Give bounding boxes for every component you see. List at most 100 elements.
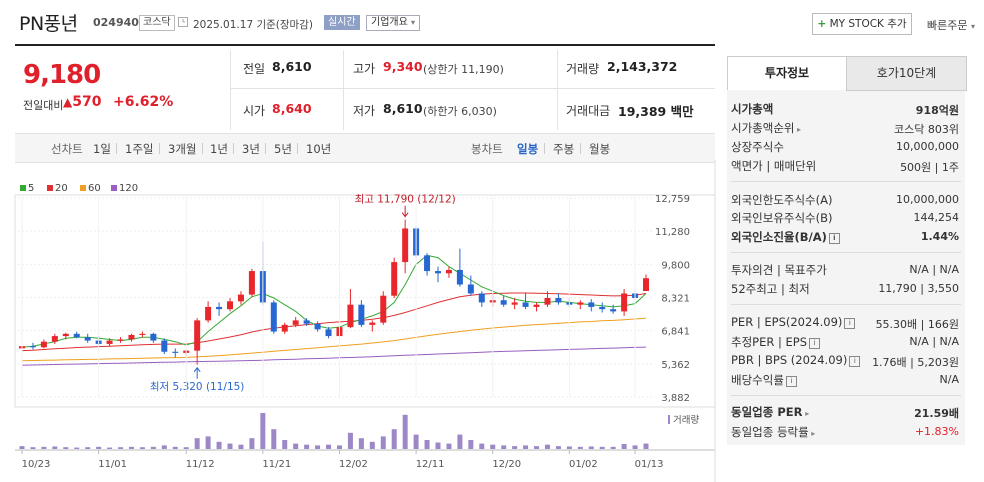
divider (580, 143, 581, 154)
tab-candle-weekly[interactable]: 주봉 (553, 142, 575, 156)
foreign-hold-label: 외국인보유주식수(B) (731, 211, 833, 225)
volume-bar (19, 446, 25, 449)
candle-body (62, 333, 69, 337)
volume-label: 거래량 (566, 62, 600, 76)
volume-bar (315, 445, 321, 449)
info-icon[interactable]: i (844, 318, 856, 329)
legend-swatch (111, 185, 117, 191)
est-per-text: 추정PER | EPS (731, 335, 808, 349)
tab-line-1w[interactable]: 1주일 (125, 142, 154, 156)
volume-bar (380, 436, 386, 449)
high-value: 9,340 (383, 59, 423, 74)
volume-bar (413, 434, 419, 449)
divider (343, 50, 344, 130)
candle-body (139, 333, 146, 335)
par-value-label: 액면가 | 매매단위 (731, 159, 817, 173)
volume-bar (479, 443, 485, 449)
prev-close-label: 전일 (243, 62, 266, 76)
volume-label: 거래량 (673, 414, 699, 426)
realtime-button[interactable]: 실시간 (324, 15, 360, 30)
candle-body (347, 304, 354, 328)
y-tick-label: 6,841 (661, 327, 690, 338)
per-eps-text: PER | EPS(2024.09) (731, 315, 843, 329)
volume-value: 2,143,372 (607, 59, 678, 74)
ma5-line (21, 254, 647, 348)
volume-bar (118, 447, 124, 449)
candle-body (478, 293, 485, 303)
header-divider (15, 44, 715, 46)
info-icon[interactable]: i (785, 376, 797, 387)
tab-candle-daily[interactable]: 일봉 (517, 142, 539, 156)
x-tick-label: 11/01 (98, 459, 127, 470)
volume-bar (52, 446, 58, 449)
y-tick-label: 11,280 (655, 227, 690, 238)
quick-order-button[interactable]: 빠른주문 ▾ (927, 17, 975, 33)
low-arrow-icon (193, 366, 201, 373)
volume-bar (216, 441, 222, 449)
sector-change-text: 동일업종 등락률 (731, 425, 809, 439)
volume-bar (150, 446, 156, 449)
tab-line-5y[interactable]: 5년 (274, 142, 292, 156)
high-annotation: 최고 11,790 (12/12) (355, 194, 456, 206)
tab-line-10y[interactable]: 10년 (306, 142, 332, 156)
divider (731, 304, 961, 305)
clock-icon (178, 17, 188, 27)
stock-name: PN풍년 (19, 13, 78, 35)
candle-body (73, 333, 80, 338)
tab-hoga-10[interactable]: 호가10단계 (846, 56, 967, 91)
tab-line-1y[interactable]: 1년 (210, 142, 228, 156)
sector-change-label[interactable]: 동일업종 등락률 ▸ (731, 424, 815, 440)
mystock-add-button[interactable]: + MY STOCK 추가 (812, 13, 912, 35)
candle-body (248, 271, 255, 295)
stock-code: 024940 (93, 16, 139, 29)
est-per-value: N/A | N/A (909, 335, 959, 348)
sector-per-label[interactable]: 동일업종 PER ▸ (731, 404, 809, 420)
info-icon[interactable]: i (809, 338, 821, 349)
chevron-right-icon: ▸ (794, 125, 802, 134)
low-value: 8,610 (383, 101, 423, 116)
info-icon[interactable]: i (828, 233, 840, 244)
dividend-text: 배당수익률 (731, 373, 784, 387)
ma60-line (21, 317, 647, 362)
x-tick-label: 11/12 (186, 459, 215, 470)
foreign-limit-label: 외국인한도주식수(A) (731, 193, 833, 207)
volume-bar (238, 444, 244, 449)
tab-candle-monthly[interactable]: 월봉 (589, 142, 611, 156)
divider (297, 143, 298, 154)
candle-body (150, 333, 157, 341)
y-tick-label: 8,321 (661, 294, 690, 305)
volume-bar (577, 446, 583, 449)
tab-line-3m[interactable]: 3개월 (168, 142, 197, 156)
candle-body (128, 334, 135, 340)
info-icon[interactable]: i (849, 356, 861, 367)
volume-bar (63, 447, 69, 449)
volume-bar (501, 445, 507, 449)
x-tick-label: 12/20 (492, 459, 521, 470)
chevron-right-icon: ▸ (808, 429, 816, 438)
tab-line-3y[interactable]: 3년 (242, 142, 260, 156)
base-date: 2025.01.17 기준(장마감) (193, 19, 313, 31)
candle-body (391, 262, 398, 296)
candle-body (533, 304, 540, 307)
x-tick-label: 12/02 (339, 459, 368, 470)
corp-info-dropdown[interactable]: 기업개요 ▾ (366, 15, 421, 31)
low-annotation: 최저 5,320 (11/15) (150, 381, 245, 393)
volume-bar (512, 446, 518, 449)
tab-line-1d[interactable]: 1일 (93, 142, 111, 156)
week52-label: 52주최고 | 최저 (731, 282, 810, 296)
candle-body (281, 324, 288, 332)
foreign-hold-value: 144,254 (913, 211, 960, 224)
legend-ma5: 5 (20, 183, 34, 194)
volume-bar (172, 446, 178, 449)
volume-bar (282, 440, 288, 449)
price-plot-frame (14, 194, 716, 408)
candle-body (358, 304, 365, 325)
candle-body (588, 302, 595, 307)
candle-body (424, 255, 431, 272)
legend-swatch (47, 185, 53, 191)
stock-chart[interactable]: 12,759 11,280 9,800 8,321 6,841 5,362 3,882 최고 … (0, 0, 720, 482)
divider (731, 252, 961, 253)
market-cap-rank-label[interactable]: 시가총액순위 ▸ (731, 120, 801, 136)
tab-investment-info[interactable]: 투자정보 (727, 56, 847, 90)
candle-body (445, 269, 452, 274)
